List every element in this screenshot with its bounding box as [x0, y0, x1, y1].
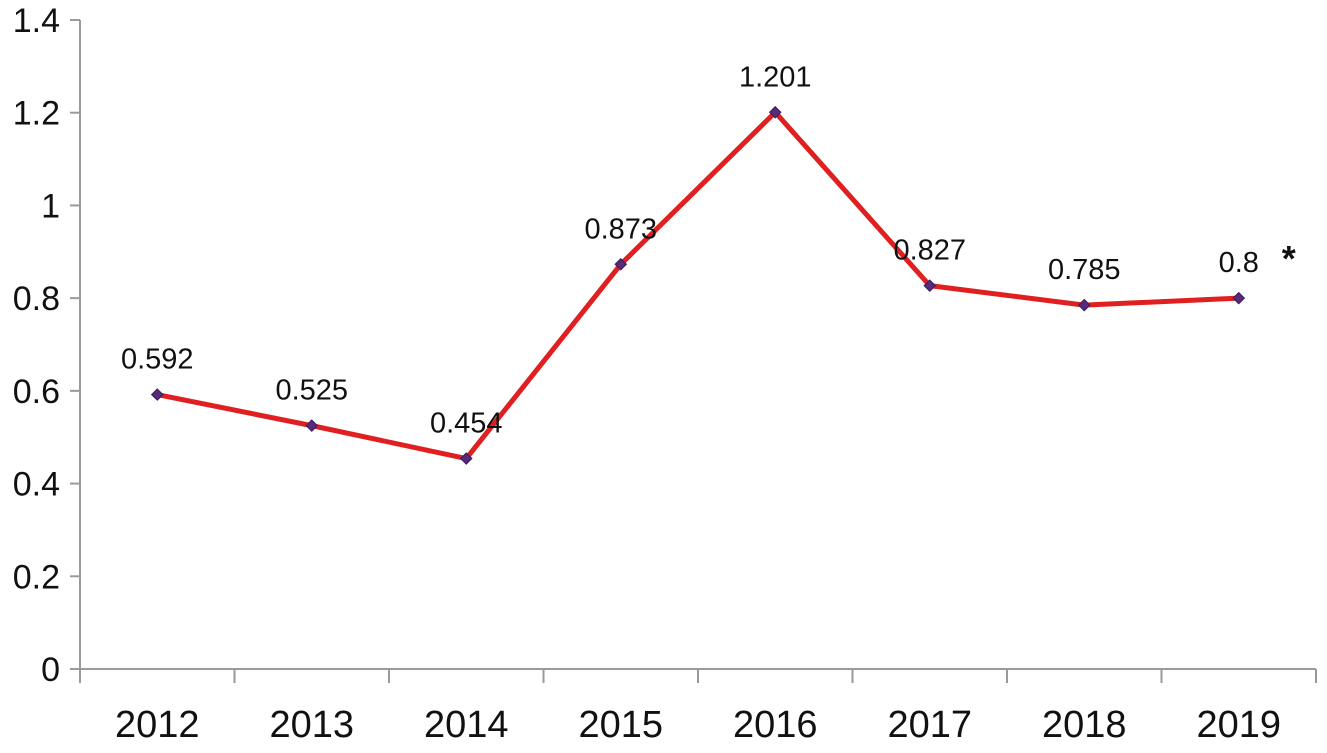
- data-label: 0.454: [430, 408, 503, 440]
- data-point-marker: [459, 452, 473, 465]
- y-tick-label: 1.4: [13, 2, 60, 40]
- x-tick-label: 2018: [1042, 704, 1127, 746]
- y-tick-label: 0: [41, 651, 60, 689]
- y-tick-label: 1: [41, 187, 60, 225]
- data-label: 1.201: [739, 61, 812, 93]
- x-axis: 2012 2013 2014 2015 2016 2017 2018 2019: [79, 668, 1317, 746]
- data-label: 0.785: [1048, 254, 1121, 286]
- x-tick-label: 2013: [269, 704, 354, 746]
- y-tick-label: 0.6: [13, 373, 60, 411]
- y-tick-label: 1.2: [13, 95, 60, 133]
- data-point-marker: [150, 388, 164, 401]
- data-point-marker: [768, 105, 782, 119]
- series-layer: [150, 105, 1246, 465]
- data-point-marker: [614, 257, 628, 271]
- data-point-marker: [305, 419, 319, 432]
- x-tick-label: 2014: [424, 704, 509, 746]
- data-label: 0.525: [275, 375, 348, 407]
- x-tick-label: 2015: [578, 704, 663, 746]
- y-axis: 0 0.2 0.4 0.6 0.8 1 1.2 1.4: [13, 2, 81, 689]
- data-label: 0.873: [584, 213, 657, 245]
- y-tick-label: 0.2: [13, 558, 60, 596]
- data-label: 0.592: [121, 344, 194, 376]
- data-point-marker: [1232, 291, 1246, 305]
- x-tick-label: 2017: [887, 704, 972, 746]
- series-line: [154, 109, 1242, 462]
- y-tick-label: 0.4: [13, 466, 60, 504]
- data-point-marker: [1077, 298, 1091, 312]
- x-tick-label: 2016: [733, 704, 818, 746]
- y-tick-label: 0.8: [13, 280, 60, 318]
- data-label: 0.827: [893, 235, 966, 267]
- x-tick-label: 2012: [115, 704, 200, 746]
- data-point-marker: [923, 279, 937, 292]
- data-labels-layer: 0.592 0.525 0.454 0.873 1.201 0.827 0.785 0.8 *: [121, 61, 1296, 439]
- annotation-asterisk: *: [1282, 238, 1296, 279]
- x-tick-label: 2019: [1196, 704, 1281, 746]
- data-label: 0.8: [1219, 247, 1259, 279]
